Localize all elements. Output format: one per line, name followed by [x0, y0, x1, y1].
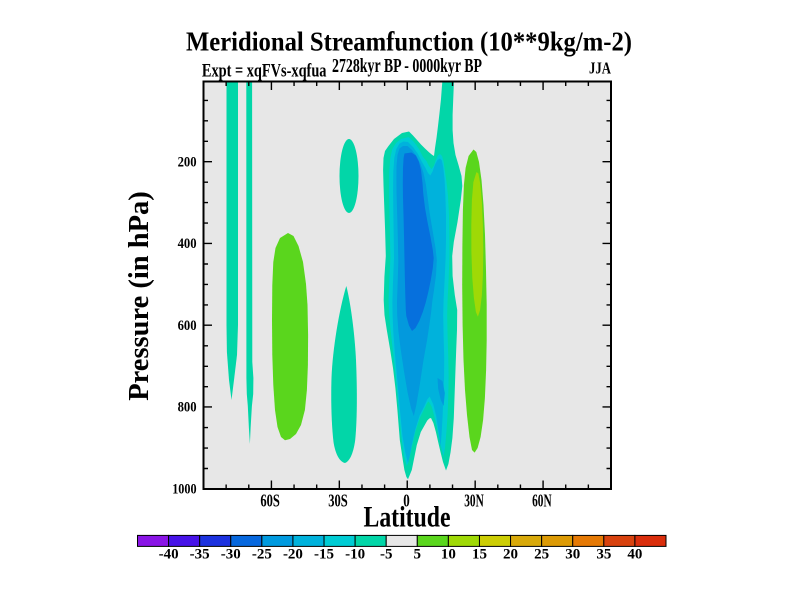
svg-text:-30: -30	[221, 547, 241, 563]
svg-text:-5: -5	[380, 547, 393, 563]
svg-text:5: 5	[414, 547, 422, 563]
svg-text:60N: 60N	[532, 490, 552, 510]
svg-text:-35: -35	[190, 547, 210, 563]
svg-text:JJA: JJA	[589, 58, 612, 77]
svg-text:400: 400	[178, 236, 197, 252]
svg-text:30: 30	[565, 547, 580, 563]
svg-text:600: 600	[178, 318, 197, 334]
svg-text:200: 200	[178, 154, 197, 170]
svg-text:-25: -25	[252, 547, 272, 563]
svg-text:40: 40	[627, 547, 642, 563]
svg-text:-15: -15	[314, 547, 334, 563]
svg-text:Pressure (in hPa): Pressure (in hPa)	[123, 191, 155, 401]
svg-text:10: 10	[441, 547, 456, 563]
svg-text:15: 15	[472, 547, 487, 563]
svg-text:0: 0	[403, 490, 410, 510]
svg-text:Meridional Streamfunction (10*: Meridional Streamfunction (10**9kg/m-2)	[186, 27, 632, 57]
svg-text:35: 35	[596, 547, 611, 563]
svg-text:2728kyr BP - 0000kyr BP: 2728kyr BP - 0000kyr BP	[332, 56, 482, 77]
svg-text:-40: -40	[159, 547, 179, 563]
svg-text:60S: 60S	[260, 490, 280, 510]
svg-text:1000: 1000	[172, 482, 196, 498]
svg-text:-20: -20	[283, 547, 303, 563]
svg-text:-10: -10	[345, 547, 365, 563]
svg-text:800: 800	[178, 400, 197, 416]
svg-text:25: 25	[534, 547, 549, 563]
svg-text:20: 20	[503, 547, 518, 563]
svg-text:30N: 30N	[464, 490, 484, 510]
svg-text:Latitude: Latitude	[364, 502, 451, 534]
svg-text:30S: 30S	[328, 490, 348, 510]
svg-text:Expt = xqFVs-xqfua: Expt = xqFVs-xqfua	[202, 62, 327, 82]
